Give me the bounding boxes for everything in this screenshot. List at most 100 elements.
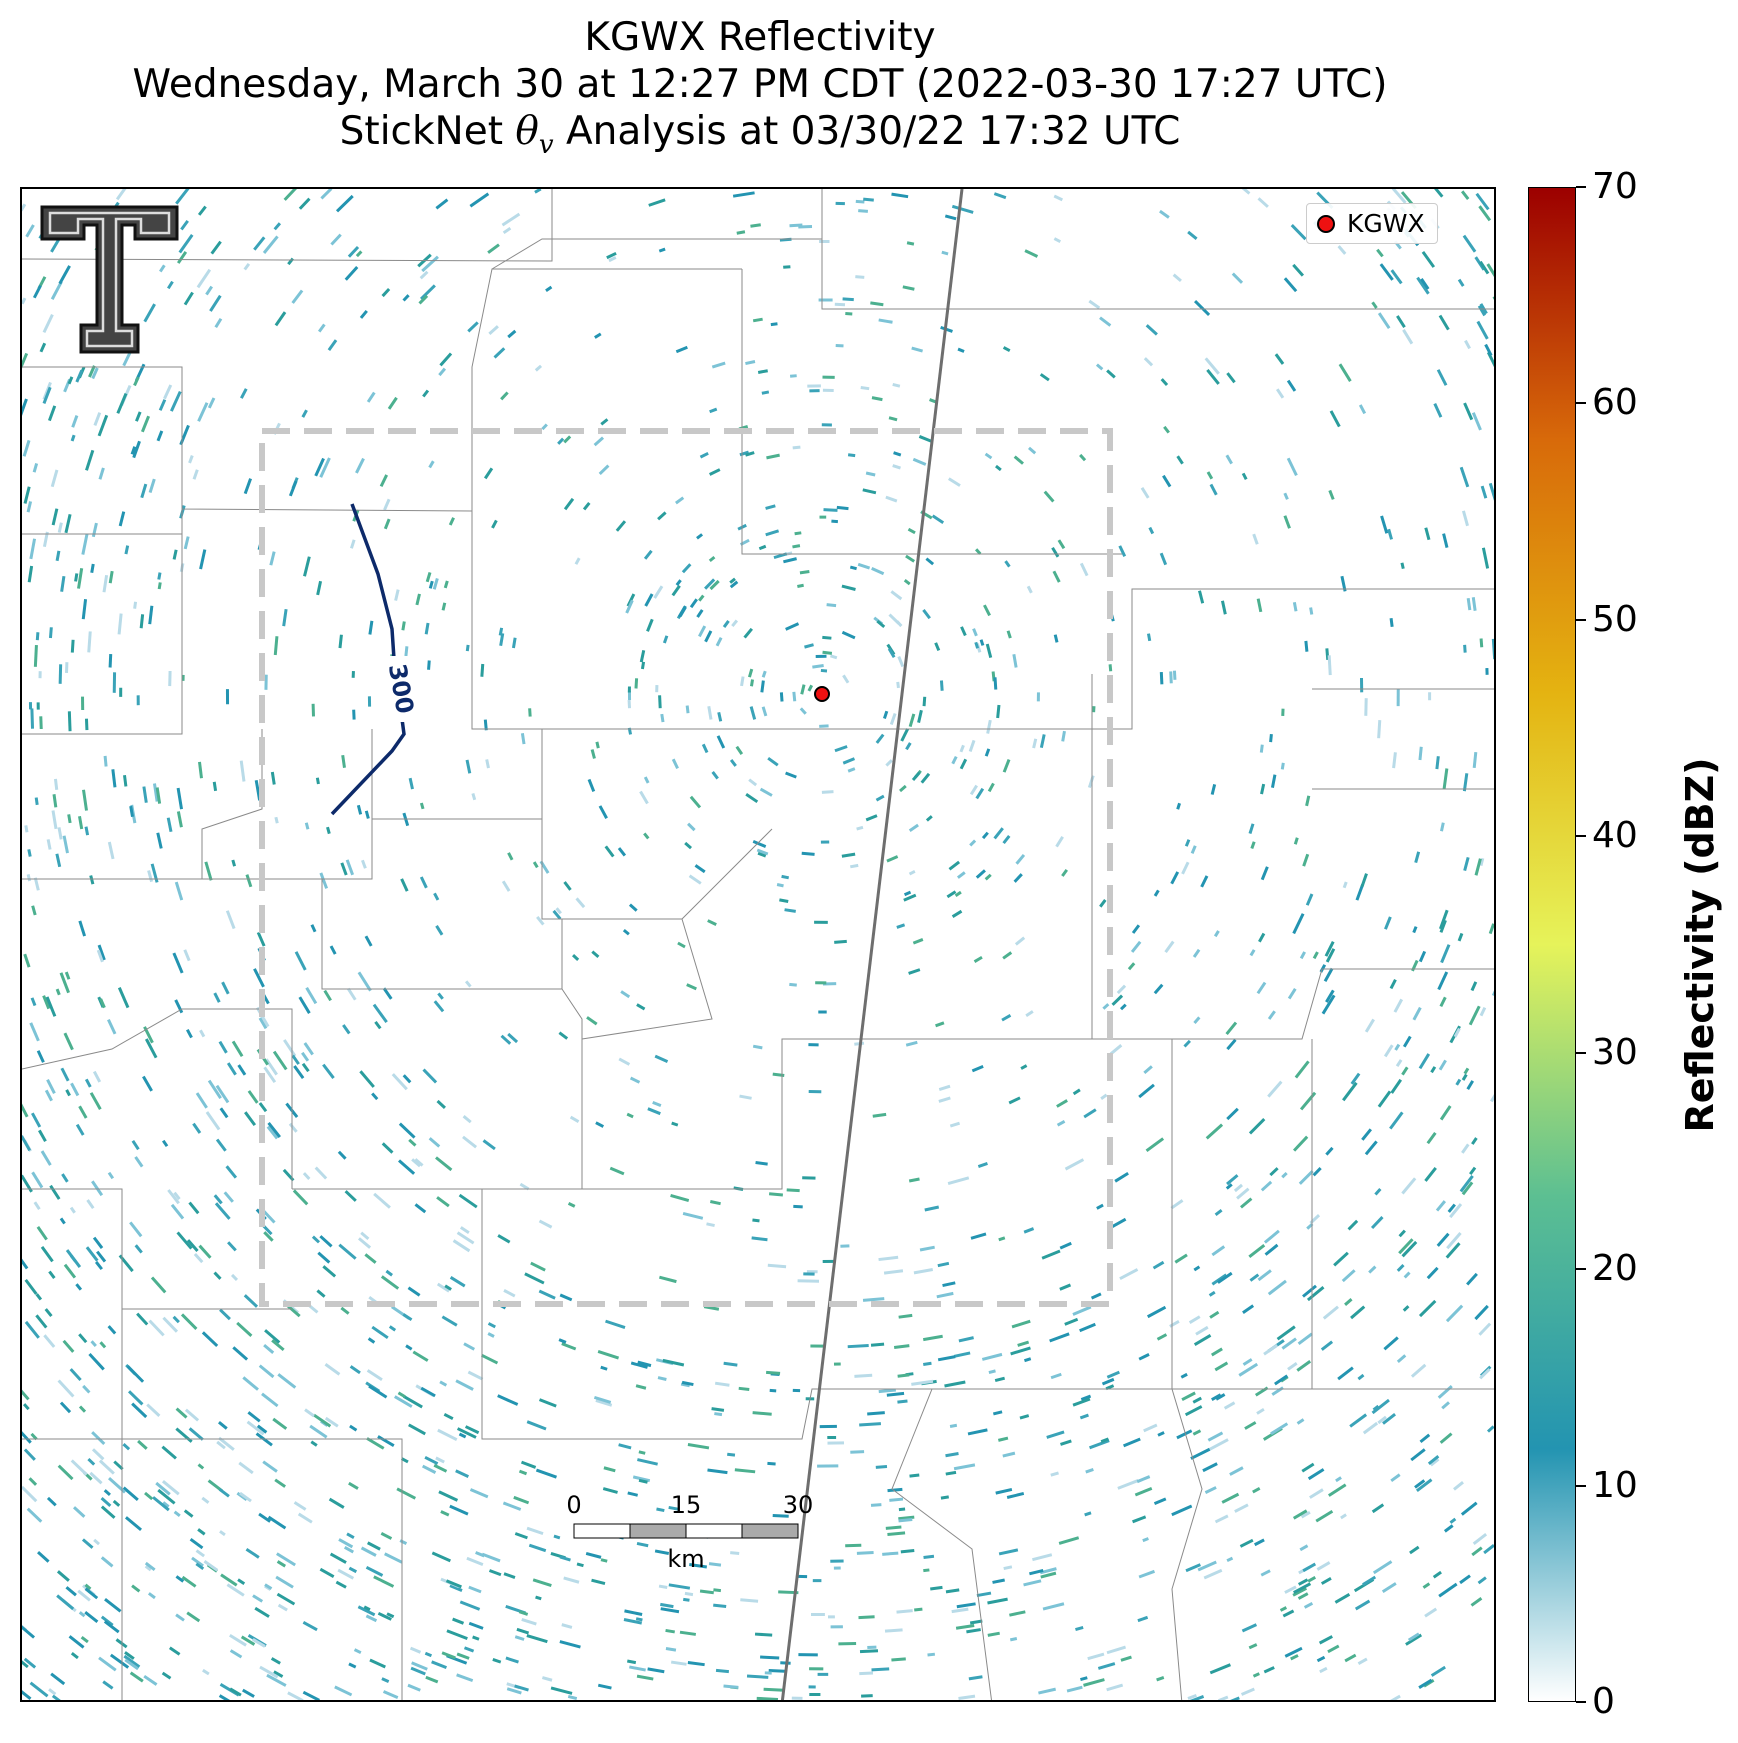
echo-gate (1320, 1340, 1334, 1351)
echo-gate (244, 1111, 257, 1126)
echo-gate (418, 294, 429, 305)
echo-gate (1416, 276, 1430, 295)
echo-gate (1418, 1299, 1437, 1318)
echo-gate (69, 1254, 77, 1263)
echo-gate (349, 1365, 361, 1375)
echo-gate (136, 1312, 149, 1326)
echo-gate (1440, 944, 1451, 964)
echo-gate (842, 757, 856, 765)
echo-gate (397, 1391, 406, 1399)
echo-gate (311, 1235, 321, 1244)
echo-gate (1088, 299, 1101, 310)
echo-gate (638, 1478, 648, 1484)
echo-gate (218, 1694, 231, 1700)
echo-gate (1462, 234, 1477, 253)
echo-gate (1240, 1197, 1253, 1209)
echo-gate (1085, 1467, 1094, 1474)
echo-gate (1148, 526, 1155, 535)
echo-gate (411, 1661, 428, 1671)
echo-gate (159, 264, 166, 273)
echo-gate (167, 1189, 180, 1205)
echo-gate (766, 1370, 781, 1375)
echo-gate (658, 1584, 668, 1590)
echo-gate (792, 445, 801, 450)
echo-gate (500, 391, 509, 401)
echo-gate (834, 939, 847, 944)
echo-gate (247, 1411, 261, 1423)
echo-gate (409, 1646, 422, 1654)
echo-gate (908, 1177, 920, 1183)
echo-gate (322, 1265, 337, 1278)
echo-gate (81, 696, 85, 711)
echo-gate (420, 1386, 436, 1398)
echo-gate (431, 1551, 451, 1563)
echo-gate (609, 1166, 625, 1176)
echo-gate (1439, 1432, 1453, 1444)
echo-gate (382, 1690, 399, 1700)
echo-gate (136, 695, 140, 706)
echo-gate (319, 457, 331, 478)
echo-gate (972, 628, 978, 637)
echo-gate (58, 664, 63, 684)
echo-gate (919, 1245, 935, 1252)
echo-gate (1388, 1694, 1401, 1700)
echo-gate (1102, 1003, 1110, 1010)
echo-gate (636, 1003, 646, 1011)
echo-gate (480, 663, 485, 677)
echo-gate (192, 469, 199, 480)
echo-gate (329, 1552, 347, 1564)
echo-gate (887, 647, 896, 658)
echo-gate (186, 1239, 199, 1252)
echo-gate (776, 883, 784, 888)
echo-gate (630, 1361, 648, 1369)
echo-gate (622, 928, 630, 936)
echo-gate (1036, 692, 1040, 702)
echo-gate (170, 390, 182, 412)
echo-gate (754, 1632, 773, 1637)
echo-gate (717, 711, 723, 722)
echo-gate (316, 1289, 326, 1298)
echo-gate (977, 1162, 988, 1168)
echo-gate (1294, 1060, 1310, 1079)
echo-gate (900, 1549, 915, 1554)
echo-gate (107, 1325, 117, 1335)
echo-gate (1109, 1044, 1123, 1056)
echo-gate (75, 369, 84, 383)
echo-gate (861, 1694, 873, 1698)
echo-gate (1013, 455, 1024, 465)
echo-gate (652, 1100, 662, 1108)
echo-gate (1064, 1317, 1079, 1326)
echo-gate (1436, 1232, 1450, 1247)
echo-gate (346, 987, 357, 1001)
radar-map[interactable]: 300 0 15 30 km (20, 187, 1496, 1702)
echo-gate (736, 230, 746, 235)
echo-gate (368, 620, 374, 635)
echo-gate (46, 839, 52, 850)
echo-gate (819, 515, 827, 519)
echo-gate (1008, 1096, 1021, 1105)
echo-gate (993, 192, 1007, 200)
echo-gate (1050, 1372, 1062, 1380)
echo-gate (35, 632, 40, 641)
echo-gate (1270, 774, 1277, 788)
echo-gate (111, 769, 117, 788)
echo-gate (668, 1583, 691, 1590)
echo-gate (464, 980, 472, 988)
echo-gate (1488, 923, 1494, 935)
echo-gate (310, 924, 317, 933)
echo-gate (1286, 379, 1297, 392)
echo-gate (640, 661, 646, 670)
echo-gate (93, 412, 102, 426)
echo-gate (914, 1607, 923, 1612)
echo-gate (459, 1600, 481, 1611)
echo-gate (139, 614, 145, 629)
echo-gate (360, 1546, 377, 1557)
echo-gate (1207, 1431, 1224, 1442)
echo-gate (172, 1315, 180, 1324)
echo-gate (178, 234, 194, 254)
echo-gate (1464, 339, 1471, 350)
echo-gate (1153, 983, 1164, 995)
echo-gate (1459, 466, 1470, 488)
echo-gate (472, 1635, 480, 1641)
echo-gate (29, 538, 37, 560)
